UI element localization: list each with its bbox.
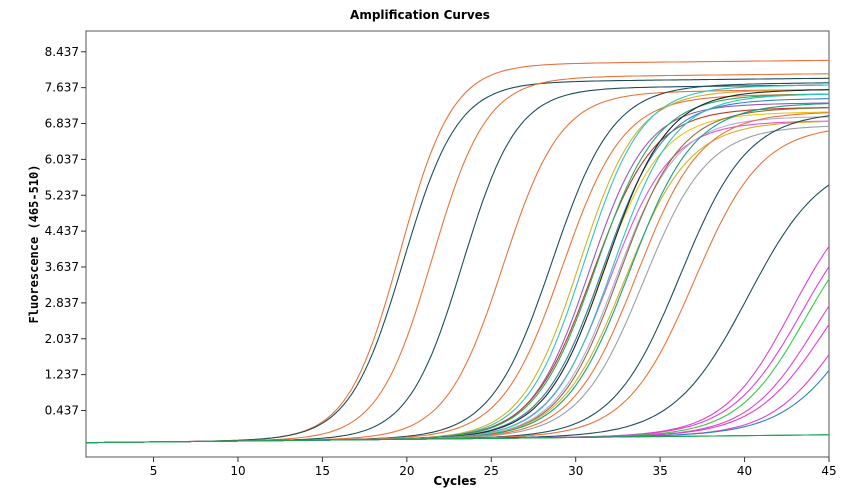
y-tick-label: 2.837: [45, 296, 79, 310]
y-tick-label: 6.037: [45, 152, 79, 166]
y-tick-label: 7.637: [45, 81, 79, 95]
x-tick-label: 25: [484, 464, 499, 478]
y-tick-label: 3.637: [45, 260, 79, 274]
y-axis-title: Fluorescence (465-510): [27, 165, 41, 324]
x-axis-title: Cycles: [433, 474, 476, 488]
y-tick-label: 0.437: [45, 403, 79, 417]
y-tick-label: 1.237: [45, 368, 79, 382]
y-tick-label: 4.437: [45, 224, 79, 238]
x-tick-label: 40: [737, 464, 752, 478]
y-axis: 0.437 1.237 2.037 2.837 3.637 4.437 5.237 6.037…: [45, 45, 86, 417]
plot-area: [85, 59, 830, 444]
y-tick-label: 6.837: [45, 117, 79, 131]
x-tick-label: 35: [652, 464, 667, 478]
amplification-curve: [85, 434, 829, 444]
plot-frame: [85, 30, 830, 458]
y-tick-label: 8.437: [45, 45, 79, 59]
x-tick-label: 15: [315, 464, 330, 478]
chart-title: Amplification Curves: [350, 8, 490, 22]
x-tick-label: 5: [150, 464, 158, 478]
y-tick-label: 2.037: [45, 332, 79, 346]
x-tick-label: 45: [821, 464, 836, 478]
x-axis: 5 10 15 20 25 30 35 40 45: [150, 457, 837, 478]
y-tick-label: 5.237: [45, 188, 79, 202]
x-tick-label: 10: [230, 464, 245, 478]
x-tick-label: 20: [399, 464, 414, 478]
x-tick-label: 30: [568, 464, 583, 478]
